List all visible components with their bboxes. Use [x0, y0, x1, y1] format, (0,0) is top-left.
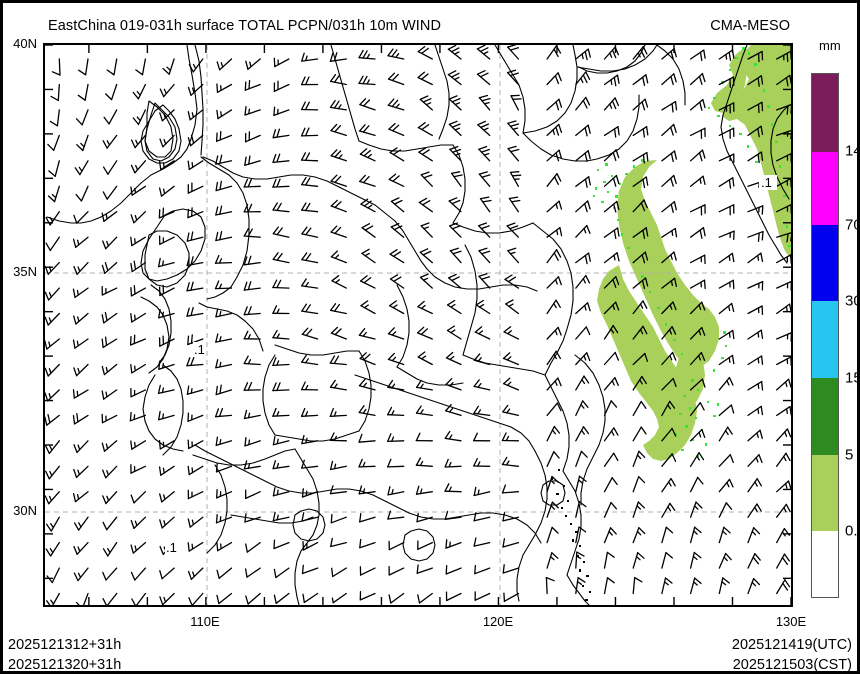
colorbar-segment-5-15: [812, 378, 838, 455]
colorbar-segment-30-70: [812, 225, 838, 302]
page-title: EastChina 019-031h surface TOTAL PCPN/03…: [48, 18, 442, 34]
colorbar-segment-140plus: [812, 74, 838, 152]
lat-label-35n: 35N: [13, 264, 37, 279]
colorbar-segment-0.1-5: [812, 454, 838, 531]
contour-labels: .1: [759, 175, 777, 190]
colorbar-tick-140: 140: [845, 142, 860, 160]
colorbar-segment-70-140: [812, 151, 838, 226]
model-label: CMA-MESO: [710, 18, 790, 34]
lat-label-40n: 40N: [13, 36, 37, 51]
lat-label-30n: 30N: [13, 503, 37, 518]
colorbar-unit-label: mm: [819, 38, 841, 53]
footer-init-utc: 2025121312+31h: [8, 637, 122, 653]
precipitation-colorbar[interactable]: [811, 73, 839, 598]
colorbar-tick-5: 5: [845, 446, 854, 464]
map-panel[interactable]: .1 .1 .1: [43, 43, 793, 607]
contour-label-1b: .1: [165, 540, 178, 555]
svg-text:.1: .1: [761, 175, 772, 190]
footer-init-cst: 2025121320+31h: [8, 657, 122, 673]
lon-label-120e: 120E: [482, 614, 514, 629]
lon-label-130e: 130E: [775, 614, 807, 629]
precip-shading: [593, 45, 791, 461]
map-canvas: .1: [45, 45, 791, 605]
colorbar-tick-30: 30: [845, 292, 860, 310]
lon-label-110e: 110E: [190, 614, 220, 629]
colorbar-tick-15: 15: [845, 369, 860, 387]
colorbar-tick-0.1: 0.1: [845, 522, 860, 540]
colorbar-tick-70: 70: [845, 216, 860, 234]
wind-barbs: [45, 45, 791, 605]
colorbar-segment-below-0.1: [812, 530, 838, 597]
graticule: [45, 45, 791, 605]
contour-label-1a: .1: [193, 342, 206, 357]
footer-valid-utc: 2025121419(UTC): [731, 637, 852, 653]
colorbar-segment-15-30: [812, 301, 838, 379]
footer-valid-cst: 2025121503(CST): [732, 657, 852, 673]
axis-ticks: [45, 45, 791, 605]
geography-lines: [46, 45, 790, 605]
